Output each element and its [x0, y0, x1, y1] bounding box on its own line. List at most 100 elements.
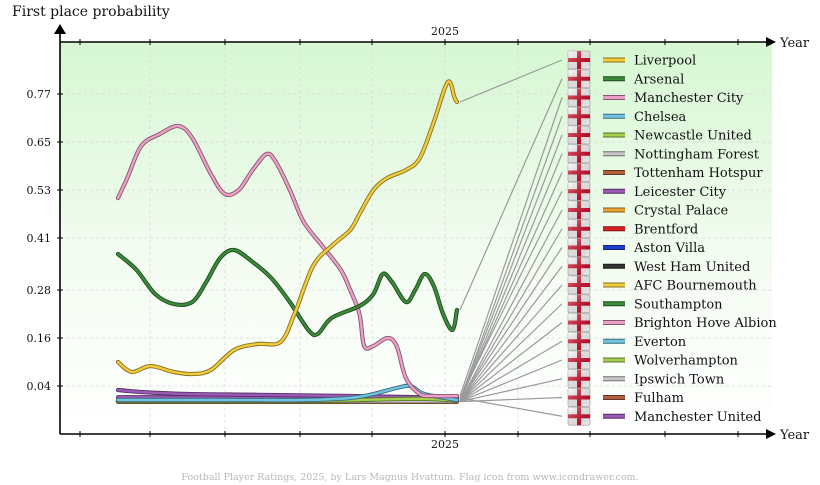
legend-item-tottenham-hotspur: Tottenham Hotspur — [567, 163, 763, 182]
series-line-leicester-city — [115, 387, 460, 401]
england-flag-icon — [567, 238, 591, 257]
legend-label: Wolverhampton — [634, 354, 739, 369]
leader-line-leicester-city — [459, 190, 563, 399]
england-flag-icon — [567, 275, 591, 295]
legend-item-fulham: Fulham — [567, 388, 684, 407]
leader-line-manchester-city — [459, 97, 563, 397]
england-flag-icon — [567, 50, 591, 70]
legend-item-newcastle-united: Newcastle United — [567, 125, 752, 145]
england-flag-icon — [567, 106, 591, 126]
england-flag-icon — [567, 313, 591, 332]
y-ticks: 0.04 0.16 0.28 0.41 0.53 0.65 0.77 — [27, 88, 63, 393]
legend-label: Fulham — [634, 391, 684, 406]
series-line-manchester-city — [115, 123, 460, 399]
legend-item-wolverhampton: Wolverhampton — [567, 350, 739, 370]
legend-item-aston-villa: Aston Villa — [567, 238, 705, 257]
x-tick-label-top: 2025 — [431, 25, 459, 38]
y-tick-label-5: 0.65 — [27, 136, 52, 149]
x-axis-arrow-top — [766, 37, 776, 47]
england-flag-icon — [567, 163, 591, 182]
y-axis-arrow — [54, 24, 66, 34]
x-axis-arrow-bottom — [766, 429, 776, 439]
legend-label: Manchester United — [634, 410, 761, 425]
leader-line-manchester-united — [459, 397, 563, 417]
leader-line-liverpool — [459, 59, 563, 103]
legend-item-brighton-hove-albion: Brighton Hove Albion — [567, 313, 777, 332]
leader-line-arsenal — [459, 78, 563, 311]
legend-label: Newcastle United — [634, 129, 752, 144]
england-flag-icon — [567, 200, 591, 220]
leader-line-west-ham-united — [459, 265, 563, 402]
legend-item-southampton: Southampton — [567, 294, 723, 314]
leader-line-southampton — [459, 303, 563, 403]
legend-item-arsenal: Arsenal — [567, 69, 684, 89]
england-flag-icon — [567, 294, 591, 314]
leader-line-brighton-hove-albion — [459, 322, 563, 403]
leader-line-ipswich-town — [459, 378, 563, 403]
legend-label: Leicester City — [634, 185, 727, 200]
legend-label: Aston Villa — [633, 241, 705, 256]
leader-line-newcastle-united — [459, 134, 563, 401]
legend-label: Tottenham Hotspur — [634, 166, 763, 181]
england-flag-icon — [567, 219, 591, 239]
england-flag-icon — [567, 406, 591, 426]
legend-item-afc-bournemouth: AFC Bournemouth — [567, 275, 757, 295]
series-line-liverpool — [115, 79, 460, 377]
axes — [54, 24, 776, 439]
y-tick-label-3: 0.41 — [27, 232, 52, 245]
legend-item-nottingham-forest: Nottingham Forest — [567, 144, 760, 164]
legend-label: Southampton — [634, 297, 723, 312]
x-tick-label-bottom: 2025 — [431, 438, 459, 451]
legend-label: Ipswich Town — [634, 372, 725, 387]
legend-item-manchester-united: Manchester United — [567, 406, 761, 426]
legend-item-everton: Everton — [567, 331, 687, 351]
england-flag-icon — [567, 369, 591, 389]
leader-line-crystal-palace — [459, 209, 563, 402]
leader-line-chelsea — [459, 116, 563, 401]
england-flag-icon — [567, 331, 591, 351]
x-axis-label-top: Year — [779, 36, 810, 51]
legend: Liverpool Arsenal Manchester City Chelsea Ne… — [567, 50, 777, 426]
y-tick-label-0: 0.04 — [27, 380, 52, 393]
england-flag-icon — [567, 388, 591, 407]
footer-credit: Football Player Ratings, 2025, by Lars M… — [181, 472, 638, 483]
series-line-arsenal — [115, 247, 460, 338]
legend-item-manchester-city: Manchester City — [567, 88, 744, 107]
england-flag-icon — [567, 125, 591, 145]
legend-label: Liverpool — [634, 54, 696, 69]
legend-label: West Ham United — [634, 260, 750, 275]
y-tick-label-6: 0.77 — [27, 88, 52, 101]
leader-line-aston-villa — [459, 247, 563, 402]
leader-line-afc-bournemouth — [459, 284, 563, 402]
legend-label: Crystal Palace — [634, 204, 729, 219]
legend-item-chelsea: Chelsea — [567, 106, 687, 126]
legend-label: Chelsea — [634, 110, 687, 125]
legend-item-leicester-city: Leicester City — [567, 181, 727, 201]
legend-label: Nottingham Forest — [634, 147, 760, 162]
legend-label: AFC Bournemouth — [633, 279, 757, 294]
leader-line-everton — [459, 340, 563, 403]
legend-label: Manchester City — [634, 91, 744, 106]
y-tick-label-1: 0.16 — [27, 332, 52, 345]
chart-title: First place probability — [12, 4, 170, 20]
leader-line-nottingham-forest — [459, 153, 563, 402]
legend-item-brentford: Brentford — [567, 219, 698, 239]
legend-item-ipswich-town: Ipswich Town — [567, 369, 725, 389]
england-flag-icon — [567, 69, 591, 89]
legend-label: Everton — [634, 335, 687, 350]
legend-item-liverpool: Liverpool — [567, 50, 696, 70]
y-tick-label-2: 0.28 — [27, 284, 52, 297]
england-flag-icon — [567, 144, 591, 164]
legend-item-crystal-palace: Crystal Palace — [567, 200, 729, 220]
legend-label: Arsenal — [633, 72, 684, 87]
england-flag-icon — [567, 88, 591, 107]
england-flag-icon — [567, 181, 591, 201]
legend-item-west-ham-united: West Ham United — [567, 256, 750, 276]
legend-label: Brighton Hove Albion — [634, 316, 777, 331]
england-flag-icon — [567, 256, 591, 276]
series-lines — [115, 79, 460, 404]
england-flag-icon — [567, 350, 591, 370]
x-axis-label-bottom: Year — [779, 428, 810, 443]
leader-line-wolverhampton — [459, 359, 563, 403]
